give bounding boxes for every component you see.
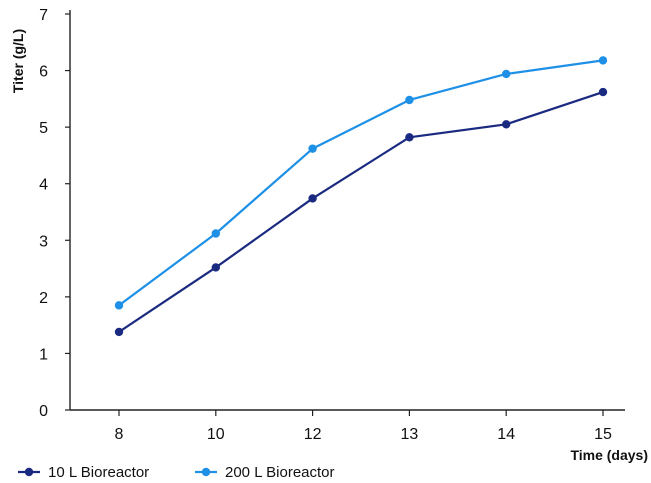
- x-tick-label: 14: [497, 426, 515, 443]
- x-tick-label: 15: [594, 426, 612, 443]
- legend-label: 10 L Bioreactor: [48, 464, 149, 481]
- legend-swatch-marker: [201, 467, 211, 477]
- y-tick-label: 6: [39, 64, 48, 81]
- y-tick-label: 0: [39, 403, 48, 420]
- series-1: [114, 87, 608, 337]
- data-point: [598, 87, 608, 97]
- legend-swatch-marker: [24, 467, 34, 477]
- legend-label: 200 L Bioreactor: [225, 464, 335, 481]
- legend: 10 L Bioreactor 200 L Bioreactor: [18, 464, 335, 481]
- series-2: [114, 56, 608, 310]
- y-tick-label: 7: [39, 7, 48, 24]
- x-axis-ticks: 8 10 12 13 14 15: [115, 410, 612, 443]
- x-tick-label: 8: [115, 426, 124, 443]
- y-tick-label: 2: [39, 290, 48, 307]
- x-tick-label: 10: [207, 426, 225, 443]
- series-line: [118, 91, 604, 333]
- series-line: [118, 59, 604, 307]
- y-tick-label: 1: [39, 346, 48, 363]
- data-point: [405, 133, 414, 142]
- data-point: [114, 327, 124, 337]
- data-point: [405, 95, 414, 105]
- y-tick-label: 3: [39, 233, 48, 250]
- data-point: [211, 229, 220, 238]
- x-tick-label: 12: [304, 426, 322, 443]
- y-axis-title: Titer (g/L): [10, 29, 26, 93]
- data-point: [211, 263, 220, 272]
- x-axis-title: Time (days): [570, 447, 648, 463]
- y-tick-label: 5: [39, 120, 48, 137]
- y-tick-label: 4: [39, 177, 48, 194]
- series-layer: [114, 56, 608, 337]
- legend-item: 10 L Bioreactor: [18, 464, 149, 481]
- x-tick-label: 13: [401, 426, 419, 443]
- data-point: [308, 144, 317, 153]
- data-point: [308, 194, 317, 203]
- chart-axes: [69, 10, 625, 411]
- data-point: [114, 301, 124, 310]
- legend-item: 200 L Bioreactor: [195, 464, 335, 481]
- y-axis-ticks: 0 1 2 3 4 5 6 7: [39, 7, 70, 420]
- data-point: [598, 56, 608, 65]
- data-point: [502, 69, 511, 79]
- data-point: [502, 120, 511, 129]
